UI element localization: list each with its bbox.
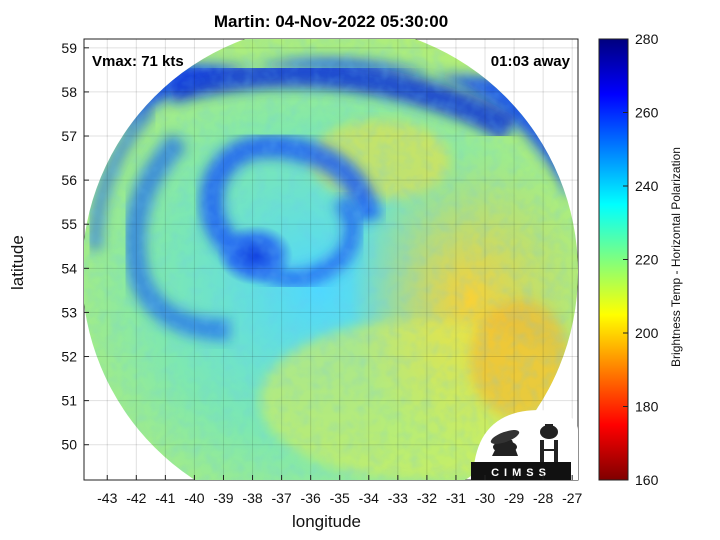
y-tick-label: 56 [61,172,77,188]
brightness-temp-swath [84,39,578,480]
colorbar-tick-label: 200 [635,325,659,341]
x-tick-label: -32 [417,490,437,506]
colorbar-tick-label: 180 [635,399,659,415]
x-tick-label: -43 [97,490,117,506]
y-tick-label: 54 [61,260,77,276]
cimss-logo: CIMSS [471,410,578,480]
colorbar-tick-label: 240 [635,178,659,194]
y-tick-label: 53 [61,304,77,320]
y-tick-label: 58 [61,84,77,100]
y-tick-label: 55 [61,216,77,232]
x-tick-label: -36 [301,490,321,506]
colorbar-ticks: 160 180 200 220 240 260 280 [623,31,659,488]
x-tick-label: -33 [388,490,408,506]
y-tick-label: 50 [61,437,77,453]
x-tick-label: -35 [330,490,350,506]
x-tick-label: -41 [155,490,175,506]
logo-text: CIMSS [491,467,551,479]
x-tick-label: -27 [562,490,582,506]
colorbar-tick-label: 160 [635,472,659,488]
x-tick-label: -40 [184,490,204,506]
x-tick-label: -28 [533,490,553,506]
y-axis-label: latitude [8,235,27,290]
colorbar-tick-label: 280 [635,31,659,47]
x-tick-label: -30 [475,490,495,506]
vmax-label: Vmax: 71 kts [92,53,184,70]
x-axis-label: longitude [292,512,362,531]
x-tick-label: -31 [446,490,466,506]
x-tick-label: -29 [504,490,524,506]
y-axis-ticks: 50 51 52 53 54 55 56 57 58 59 [61,40,89,453]
colorbar-label: Brightness Temp - Horizontal Polarizatio… [669,147,683,367]
y-tick-label: 52 [61,349,77,365]
y-tick-label: 59 [61,40,77,56]
x-axis-ticks: -43 -42 -41 -40 -39 -38 -37 -36 -35 -34 -33 -32 -31-… [97,475,583,506]
grid [84,39,578,480]
x-tick-label: -37 [271,490,291,506]
x-tick-label: -38 [242,490,262,506]
x-tick-label: -34 [359,490,379,506]
y-tick-label: 57 [61,128,77,144]
colorbar-tick-label: 220 [635,252,659,268]
y-tick-label: 51 [61,393,77,409]
time-offset-label: 01:03 away [490,53,570,70]
map-title: Martin: 04-Nov-2022 05:30:00 [213,12,449,31]
x-tick-label: -39 [213,490,233,506]
colorbar-tick-label: 260 [635,105,659,121]
x-tick-label: -42 [126,490,146,506]
